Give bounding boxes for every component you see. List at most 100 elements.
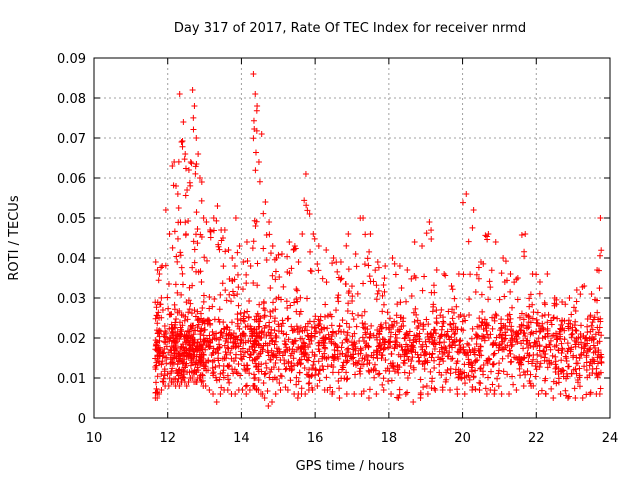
data-point-marker — [588, 322, 595, 329]
data-point-marker — [252, 91, 259, 97]
data-point-marker — [220, 263, 227, 270]
data-point-marker — [311, 318, 318, 325]
data-point-marker — [406, 370, 413, 377]
data-point-marker — [179, 137, 186, 144]
data-point-marker — [409, 354, 416, 361]
data-point-marker — [257, 391, 264, 397]
data-point-marker — [185, 297, 192, 304]
data-point-marker — [207, 234, 214, 241]
data-point-marker — [448, 356, 455, 363]
data-point-marker — [161, 333, 168, 340]
data-point-marker — [243, 391, 250, 397]
data-point-marker — [283, 331, 290, 338]
data-point-marker — [469, 325, 476, 332]
data-point-marker — [284, 305, 291, 312]
data-point-marker — [462, 350, 469, 357]
data-point-marker — [468, 335, 475, 342]
data-point-marker — [470, 207, 477, 213]
data-point-marker — [220, 374, 227, 381]
data-point-marker — [550, 314, 557, 321]
data-point-marker — [449, 344, 456, 351]
data-point-marker — [444, 328, 451, 335]
data-point-marker — [222, 349, 229, 356]
data-point-marker — [504, 371, 511, 378]
data-point-marker — [565, 320, 572, 327]
data-point-marker — [165, 383, 172, 389]
data-point-marker — [387, 339, 394, 346]
data-point-marker — [578, 339, 585, 346]
data-point-marker — [574, 376, 581, 383]
data-point-marker — [441, 339, 448, 346]
data-point-marker — [353, 323, 360, 330]
data-point-marker — [215, 350, 222, 357]
data-point-marker — [496, 360, 503, 367]
data-point-marker — [334, 347, 341, 354]
data-point-marker — [438, 326, 445, 333]
data-point-marker — [482, 385, 489, 392]
data-point-marker — [263, 332, 270, 339]
data-point-marker — [301, 327, 308, 334]
data-point-marker — [438, 332, 445, 339]
data-point-marker — [478, 291, 485, 298]
y-tick-label: 0.08 — [57, 92, 86, 107]
data-point-marker — [272, 306, 279, 313]
data-point-marker — [518, 356, 525, 363]
data-point-marker — [558, 357, 565, 364]
data-point-marker — [506, 319, 513, 326]
data-point-marker — [355, 357, 362, 364]
data-point-marker — [524, 368, 531, 375]
data-point-marker — [299, 231, 306, 237]
data-point-marker — [283, 298, 290, 305]
data-point-marker — [349, 310, 356, 317]
data-point-marker — [171, 306, 178, 313]
data-point-marker — [453, 336, 460, 343]
data-point-marker — [430, 341, 437, 348]
data-point-marker — [428, 354, 435, 361]
data-point-marker — [207, 339, 214, 346]
data-point-marker — [476, 315, 483, 322]
data-point-marker — [217, 370, 224, 377]
data-point-marker — [198, 379, 205, 385]
data-point-marker — [521, 248, 528, 255]
data-point-marker — [182, 151, 189, 157]
data-point-marker — [397, 314, 404, 321]
data-point-marker — [169, 244, 176, 251]
data-point-marker — [172, 321, 179, 328]
data-point-marker — [214, 203, 221, 209]
data-point-marker — [221, 355, 228, 362]
data-point-marker — [322, 345, 329, 352]
data-point-marker — [510, 381, 517, 388]
data-point-marker — [285, 315, 292, 322]
data-point-marker — [532, 362, 539, 369]
data-point-marker — [449, 315, 456, 322]
data-point-marker — [240, 315, 247, 322]
data-point-marker — [217, 391, 224, 397]
data-point-marker — [241, 309, 248, 316]
data-point-marker — [200, 292, 207, 299]
data-point-marker — [337, 259, 344, 265]
data-point-marker — [380, 346, 387, 353]
data-point-marker — [518, 231, 525, 238]
data-point-marker — [380, 281, 387, 288]
data-point-marker — [557, 391, 564, 397]
data-point-marker — [570, 366, 577, 373]
data-point-marker — [321, 325, 328, 332]
data-point-marker — [198, 327, 205, 334]
data-point-marker — [290, 327, 297, 334]
data-point-marker — [181, 317, 188, 324]
data-point-marker — [445, 353, 452, 360]
data-point-marker — [190, 126, 197, 133]
data-point-marker — [474, 356, 481, 363]
data-point-marker — [495, 367, 502, 374]
data-point-marker — [325, 331, 332, 338]
data-point-marker — [576, 383, 583, 390]
data-point-marker — [296, 311, 303, 318]
data-point-marker — [463, 191, 470, 197]
data-point-marker — [574, 360, 581, 367]
data-point-marker — [294, 395, 301, 401]
data-point-marker — [449, 306, 456, 313]
data-point-marker — [243, 271, 250, 278]
data-point-marker — [477, 380, 484, 387]
data-point-marker — [402, 391, 409, 397]
data-point-marker — [581, 363, 588, 370]
